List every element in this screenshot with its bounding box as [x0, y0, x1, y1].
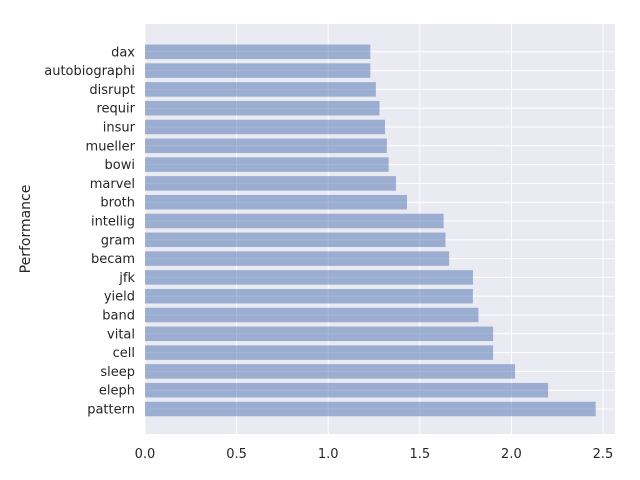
bar-mueller: [145, 138, 387, 154]
bar-insur: [145, 119, 385, 135]
y-tick-label: eleph: [99, 384, 135, 399]
x-tick-label: 1.5: [409, 447, 430, 462]
y-tick-label: mueller: [86, 139, 136, 154]
y-tick-label: broth: [100, 196, 135, 211]
y-tick-label: marvel: [90, 177, 135, 192]
y-tick-label: autobiographi: [44, 64, 135, 79]
y-tick-label: jfk: [118, 271, 135, 286]
y-tick-label: gram: [101, 233, 135, 248]
bar-vital: [145, 326, 494, 342]
bars: [145, 44, 596, 417]
y-axis-label: Performance: [18, 185, 34, 274]
bar-disrupt: [145, 82, 376, 97]
y-tick-label: becam: [91, 252, 135, 267]
y-tick-label: intellig: [91, 215, 135, 230]
y-tick-label: insur: [103, 121, 136, 136]
bar-sleep: [145, 364, 516, 379]
x-tick-label: 0.5: [226, 447, 247, 462]
bar-pattern: [145, 401, 596, 417]
y-tick-label: vital: [107, 327, 135, 342]
y-tick-labels: pattern eleph sleep cell vital band yield jfk be…: [44, 45, 135, 417]
bar-cell: [145, 345, 494, 360]
y-tick-label: requir: [96, 102, 135, 117]
y-tick-label: band: [102, 309, 135, 324]
y-tick-label: sleep: [100, 365, 135, 380]
bar-eleph: [145, 382, 549, 398]
x-tick-labels: 0.0 0.5 1.0 1.5 2.0 2.5: [135, 447, 614, 462]
bar-gram: [145, 232, 446, 248]
bar-dax: [145, 44, 371, 60]
y-tick-label: cell: [113, 346, 135, 361]
bar-autobiographi: [145, 63, 371, 78]
bar-broth: [145, 194, 407, 210]
y-tick-label: pattern: [87, 403, 135, 418]
bar-bowi: [145, 157, 389, 172]
y-tick-label: dax: [111, 45, 135, 60]
x-tick-label: 1.0: [318, 447, 339, 462]
bar-yield: [145, 288, 473, 304]
bar-band: [145, 307, 479, 323]
y-tick-label: yield: [104, 290, 135, 305]
bar-intellig: [145, 213, 444, 229]
x-tick-label: 2.0: [501, 447, 522, 462]
bar-marvel: [145, 176, 396, 191]
bar-jfk: [145, 270, 473, 285]
x-tick-label: 0.0: [135, 447, 156, 462]
bar-requir: [145, 100, 380, 116]
x-tick-label: 2.5: [593, 447, 614, 462]
y-tick-label: bowi: [105, 158, 135, 173]
bar-becam: [145, 251, 450, 266]
y-tick-label: disrupt: [89, 83, 135, 98]
